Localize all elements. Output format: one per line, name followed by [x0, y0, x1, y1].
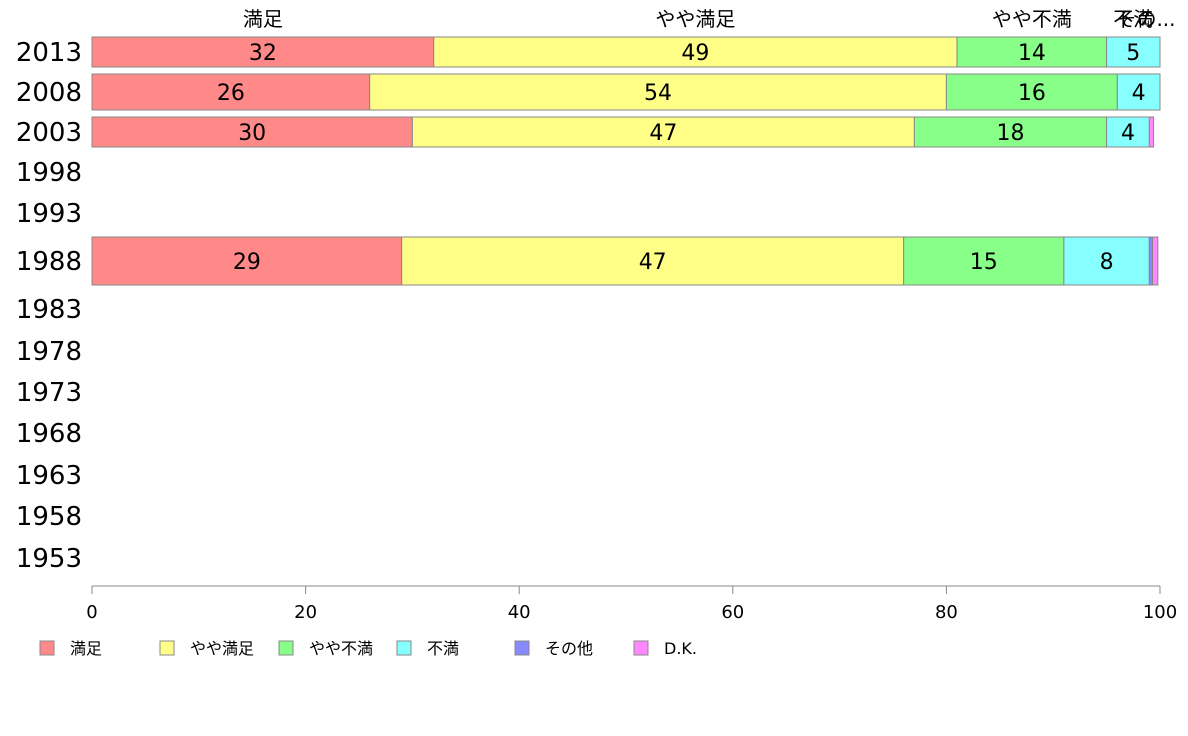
bar-2003-1 — [411, 116, 915, 148]
year-label-1953: 1953 — [16, 544, 82, 574]
data-label-2008-0: 26 — [217, 81, 245, 106]
data-label-2013-3: 5 — [1126, 41, 1140, 66]
bar-2003-3 — [1106, 116, 1150, 148]
data-label-1988-3: 8 — [1100, 250, 1114, 275]
year-label-1988: 1988 — [16, 247, 82, 277]
legend-swatch-0 — [39, 640, 55, 656]
bar-1988-0 — [91, 236, 403, 286]
x-tick-label-60: 60 — [721, 602, 744, 623]
bar-1988-3 — [1063, 236, 1150, 286]
data-label-1988-1: 47 — [639, 250, 667, 275]
data-label-2003-3: 4 — [1121, 121, 1135, 146]
legend-label-0: 満足 — [70, 639, 102, 658]
bar-2013-2 — [956, 36, 1108, 68]
x-tick-label-0: 0 — [86, 602, 97, 623]
legend-label-4: その他 — [545, 639, 593, 658]
year-label-1973: 1973 — [16, 378, 82, 408]
legend: 満足 やや満足 やや不満 不満 その他 D.K. — [39, 639, 697, 658]
bar-2008-3 — [1116, 73, 1161, 111]
bar-2003-0 — [91, 116, 413, 148]
bar-2013-1 — [433, 36, 958, 68]
legend-swatch-3 — [396, 640, 412, 656]
top-series-label-4: その... — [1116, 7, 1175, 31]
data-label-2013-0: 32 — [249, 41, 277, 66]
top-series-label-1: やや満足 — [655, 7, 735, 31]
data-label-2013-2: 14 — [1018, 41, 1046, 66]
x-tick-label-20: 20 — [294, 602, 317, 623]
data-label-2003-0: 30 — [238, 121, 266, 146]
top-series-label-2: やや不満 — [992, 7, 1072, 31]
year-labels: 2013 2008 2003 1998 1993 1988 1983 1978 1973 1968… — [16, 38, 82, 574]
x-tick-label-80: 80 — [935, 602, 958, 623]
legend-swatch-4 — [514, 640, 530, 656]
year-label-2003: 2003 — [16, 118, 82, 148]
year-label-1968: 1968 — [16, 419, 82, 449]
x-tick-label-40: 40 — [508, 602, 531, 623]
legend-swatch-5 — [633, 640, 649, 656]
data-label-2008-2: 16 — [1018, 81, 1046, 106]
bar-1988-1 — [401, 236, 905, 286]
data-label-2008-3: 4 — [1132, 81, 1146, 106]
bar-2008-1 — [369, 73, 947, 111]
year-label-2013: 2013 — [16, 38, 82, 68]
x-axis: 0 20 40 60 80 100 — [86, 585, 1177, 623]
bars: 32 49 14 5 26 54 16 4 30 47 18 4 29 47 15 8 — [91, 36, 1161, 286]
legend-swatch-1 — [159, 640, 175, 656]
data-label-2003-1: 47 — [649, 121, 677, 146]
year-label-1983: 1983 — [16, 295, 82, 325]
bar-2003-5 — [1148, 116, 1155, 148]
data-label-1988-2: 15 — [970, 250, 998, 275]
x-tick-label-100: 100 — [1143, 602, 1177, 623]
data-label-1988-0: 29 — [233, 250, 261, 275]
year-label-1978: 1978 — [16, 337, 82, 367]
data-label-2008-1: 54 — [644, 81, 672, 106]
year-label-1963: 1963 — [16, 461, 82, 491]
legend-label-2: やや不満 — [309, 639, 373, 658]
year-label-1993: 1993 — [16, 199, 82, 229]
top-series-label-0: 満足 — [243, 7, 283, 31]
legend-label-5: D.K. — [664, 639, 697, 658]
bar-1988-5 — [1152, 236, 1159, 286]
bar-2008-2 — [945, 73, 1118, 111]
legend-label-1: やや満足 — [190, 639, 254, 658]
top-labels: 満足 やや満足 やや不満 不満その... — [243, 7, 1176, 31]
bar-2008-0 — [91, 73, 371, 111]
legend-label-3: 不満 — [427, 639, 459, 658]
data-label-2013-1: 49 — [681, 41, 709, 66]
top-series-label-3: 不満 — [1113, 7, 1153, 31]
data-label-2003-2: 18 — [996, 121, 1024, 146]
bar-2013-3 — [1106, 36, 1161, 68]
year-label-1998: 1998 — [16, 158, 82, 188]
year-label-1958: 1958 — [16, 502, 82, 532]
year-label-2008: 2008 — [16, 78, 82, 108]
bar-2013-0 — [91, 36, 435, 68]
legend-swatch-2 — [278, 640, 294, 656]
